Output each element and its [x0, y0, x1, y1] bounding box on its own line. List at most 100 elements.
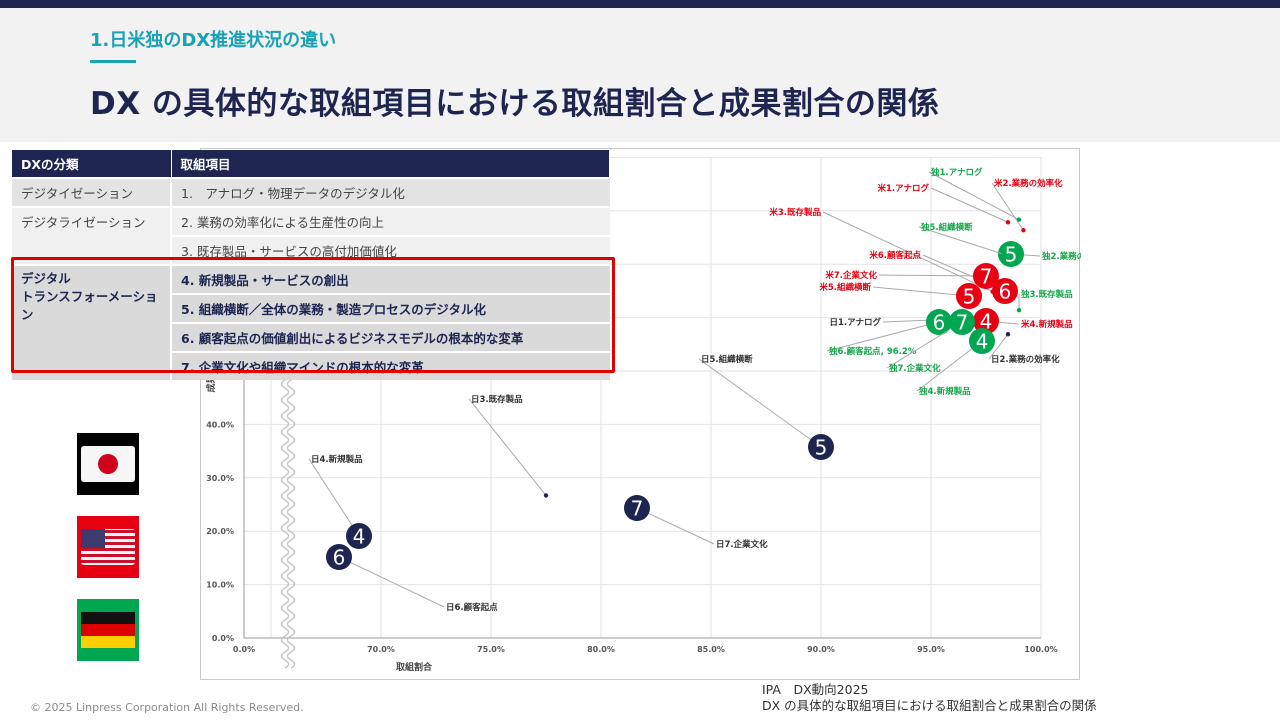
leader-line — [916, 340, 983, 392]
leader-line — [468, 398, 547, 496]
usa-flag — [77, 516, 139, 578]
data-point-label: 日6.顧客起点 — [446, 602, 498, 613]
data-point — [1021, 228, 1026, 233]
category-cell: デジタイゼーション — [12, 177, 172, 207]
section-underline — [90, 60, 136, 63]
x-tick-label: 100.0% — [1024, 645, 1057, 654]
dx-category-table: DXの分類 取組項目 デジタイゼーション 1. アナログ・物理データのデジタル化… — [12, 150, 610, 380]
col-header-category: DXの分類 — [12, 150, 172, 178]
data-point-marker — [346, 523, 372, 549]
axis-break-line — [286, 363, 296, 669]
category-cell: デジタル トランスフォーメーション — [12, 264, 172, 380]
data-point-label: 米1.アナログ — [878, 183, 930, 194]
data-point-marker — [973, 308, 999, 334]
data-point-label: 日2.業務の効率化 — [991, 354, 1060, 365]
x-axis-label: 取組割合 — [396, 661, 433, 673]
data-point-marker-number: 4 — [976, 330, 989, 354]
item-cell: 2. 業務の効率化による生産性の向上 — [171, 206, 610, 236]
item-cell: 4. 新規製品・サービスの創出 — [171, 264, 610, 294]
data-point-marker — [973, 263, 999, 289]
data-point-marker — [926, 309, 952, 335]
x-tick-label: 75.0% — [477, 645, 505, 654]
data-point-label: 独4.新規製品 — [918, 386, 971, 397]
page-title: DX の具体的な取組項目における取組割合と成果割合の関係 — [90, 86, 940, 122]
data-point-label: 日1.アナログ — [830, 317, 882, 328]
data-point-marker — [969, 328, 995, 354]
data-point — [543, 493, 549, 498]
data-point-label: 米7.企業文化 — [825, 270, 877, 281]
leader-line — [886, 321, 963, 369]
copyright-text: © 2025 Linpress Corporation All Rights R… — [30, 701, 304, 714]
x-tick-label: 0.0% — [233, 645, 255, 654]
data-point-label: 独1.アナログ — [930, 167, 983, 178]
leader-line — [636, 507, 715, 545]
leader-line — [872, 286, 970, 297]
data-point-label: 独6.顧客起点, 96.2% — [828, 346, 917, 357]
data-point — [1005, 220, 1011, 225]
leader-line — [928, 171, 1020, 221]
data-point-label: 日3.既存製品 — [471, 394, 523, 405]
leader-line — [698, 358, 822, 448]
germany-flag — [77, 599, 139, 661]
data-point-label: 独3.既存製品 — [1020, 289, 1073, 300]
table-row: 5. 組織横断／全体の業務・製造プロセスのデジタル化 — [12, 293, 610, 323]
data-point-marker-number: 7 — [631, 497, 644, 521]
source-line-2: DX の具体的な取組項目における取組割合と成果割合の関係 — [762, 698, 1097, 713]
leader-line — [826, 321, 940, 352]
data-point-marker-number: 6 — [933, 311, 946, 335]
leader-line — [822, 211, 993, 293]
x-tick-label: 70.0% — [367, 645, 395, 654]
data-point-label: 日4.新規製品 — [311, 454, 363, 465]
data-point-marker-number: 6 — [333, 546, 346, 570]
item-cell: 1. アナログ・物理データのデジタル化 — [171, 177, 610, 207]
data-point-label: 米5.組織横断 — [819, 282, 871, 293]
item-cell: 3. 既存製品・サービスの高付加価値化 — [171, 235, 610, 265]
section-label: 1.日米独のDX推進状況の違い — [90, 30, 337, 51]
table-row: デジタライゼーション 2. 業務の効率化による生産性の向上 — [12, 206, 610, 265]
y-tick-label: 20.0% — [206, 527, 234, 536]
leader-line — [930, 187, 1009, 223]
leader-line — [878, 274, 987, 277]
item-cell: 5. 組織横断／全体の業務・製造プロセスのデジタル化 — [171, 293, 610, 323]
item-cell: 6. 顧客起点の価値創出によるビジネスモデルの根本的な変革 — [171, 322, 610, 352]
data-point-label: 米2.業務の効率化 — [994, 178, 1063, 189]
data-point-marker — [998, 241, 1024, 267]
data-point — [1001, 252, 1006, 257]
data-point-label: 日7.企業文化 — [716, 539, 768, 550]
table-row: デジタイゼーション 1. アナログ・物理データのデジタル化 — [12, 177, 610, 207]
data-point-marker-number: 5 — [1005, 243, 1018, 267]
y-tick-label: 40.0% — [206, 420, 234, 429]
data-point-label: 独7.企業文化 — [888, 363, 941, 374]
data-point — [1016, 308, 1022, 313]
leader-line — [918, 226, 1004, 255]
data-point-label: 米3.既存製品 — [769, 207, 821, 218]
data-point — [1016, 217, 1022, 222]
data-point-marker-number: 7 — [980, 265, 993, 289]
col-header-item: 取組項目 — [171, 150, 610, 178]
y-tick-label: 30.0% — [206, 474, 234, 483]
table-row: 6. 顧客起点の価値創出によるビジネスモデルの根本的な変革 — [12, 322, 610, 352]
data-point-marker-number: 5 — [963, 285, 976, 309]
data-point-label: 米4.新規製品 — [1021, 319, 1073, 330]
data-point-marker — [326, 544, 352, 570]
data-point — [1005, 331, 1011, 337]
category-cell: デジタライゼーション — [12, 206, 172, 265]
slide-header — [0, 8, 1280, 142]
data-point-label: 独2.業務の効率化 — [1041, 251, 1081, 262]
data-point-label: 米6.顧客起点 — [869, 250, 921, 261]
x-tick-label: 80.0% — [587, 645, 615, 654]
data-point-marker-number: 7 — [956, 311, 969, 335]
x-tick-label: 90.0% — [807, 645, 835, 654]
dx-highlight-box — [11, 257, 615, 373]
table-row: 3. 既存製品・サービスの高付加価値化 — [12, 235, 610, 265]
top-accent-bar — [0, 0, 1280, 8]
data-point-marker-number: 6 — [999, 280, 1012, 304]
data-point-marker — [808, 434, 834, 460]
source-citation: IPA DX動向2025 DX の具体的な取組項目における取組割合と成果割合の関… — [762, 682, 1097, 714]
leader-line — [308, 458, 360, 537]
data-point-marker — [956, 283, 982, 309]
x-tick-label: 95.0% — [917, 645, 945, 654]
data-point-marker-number: 5 — [815, 436, 828, 460]
data-point-label: 日5.組織横断 — [701, 354, 753, 365]
data-point-marker-number: 4 — [353, 525, 366, 549]
